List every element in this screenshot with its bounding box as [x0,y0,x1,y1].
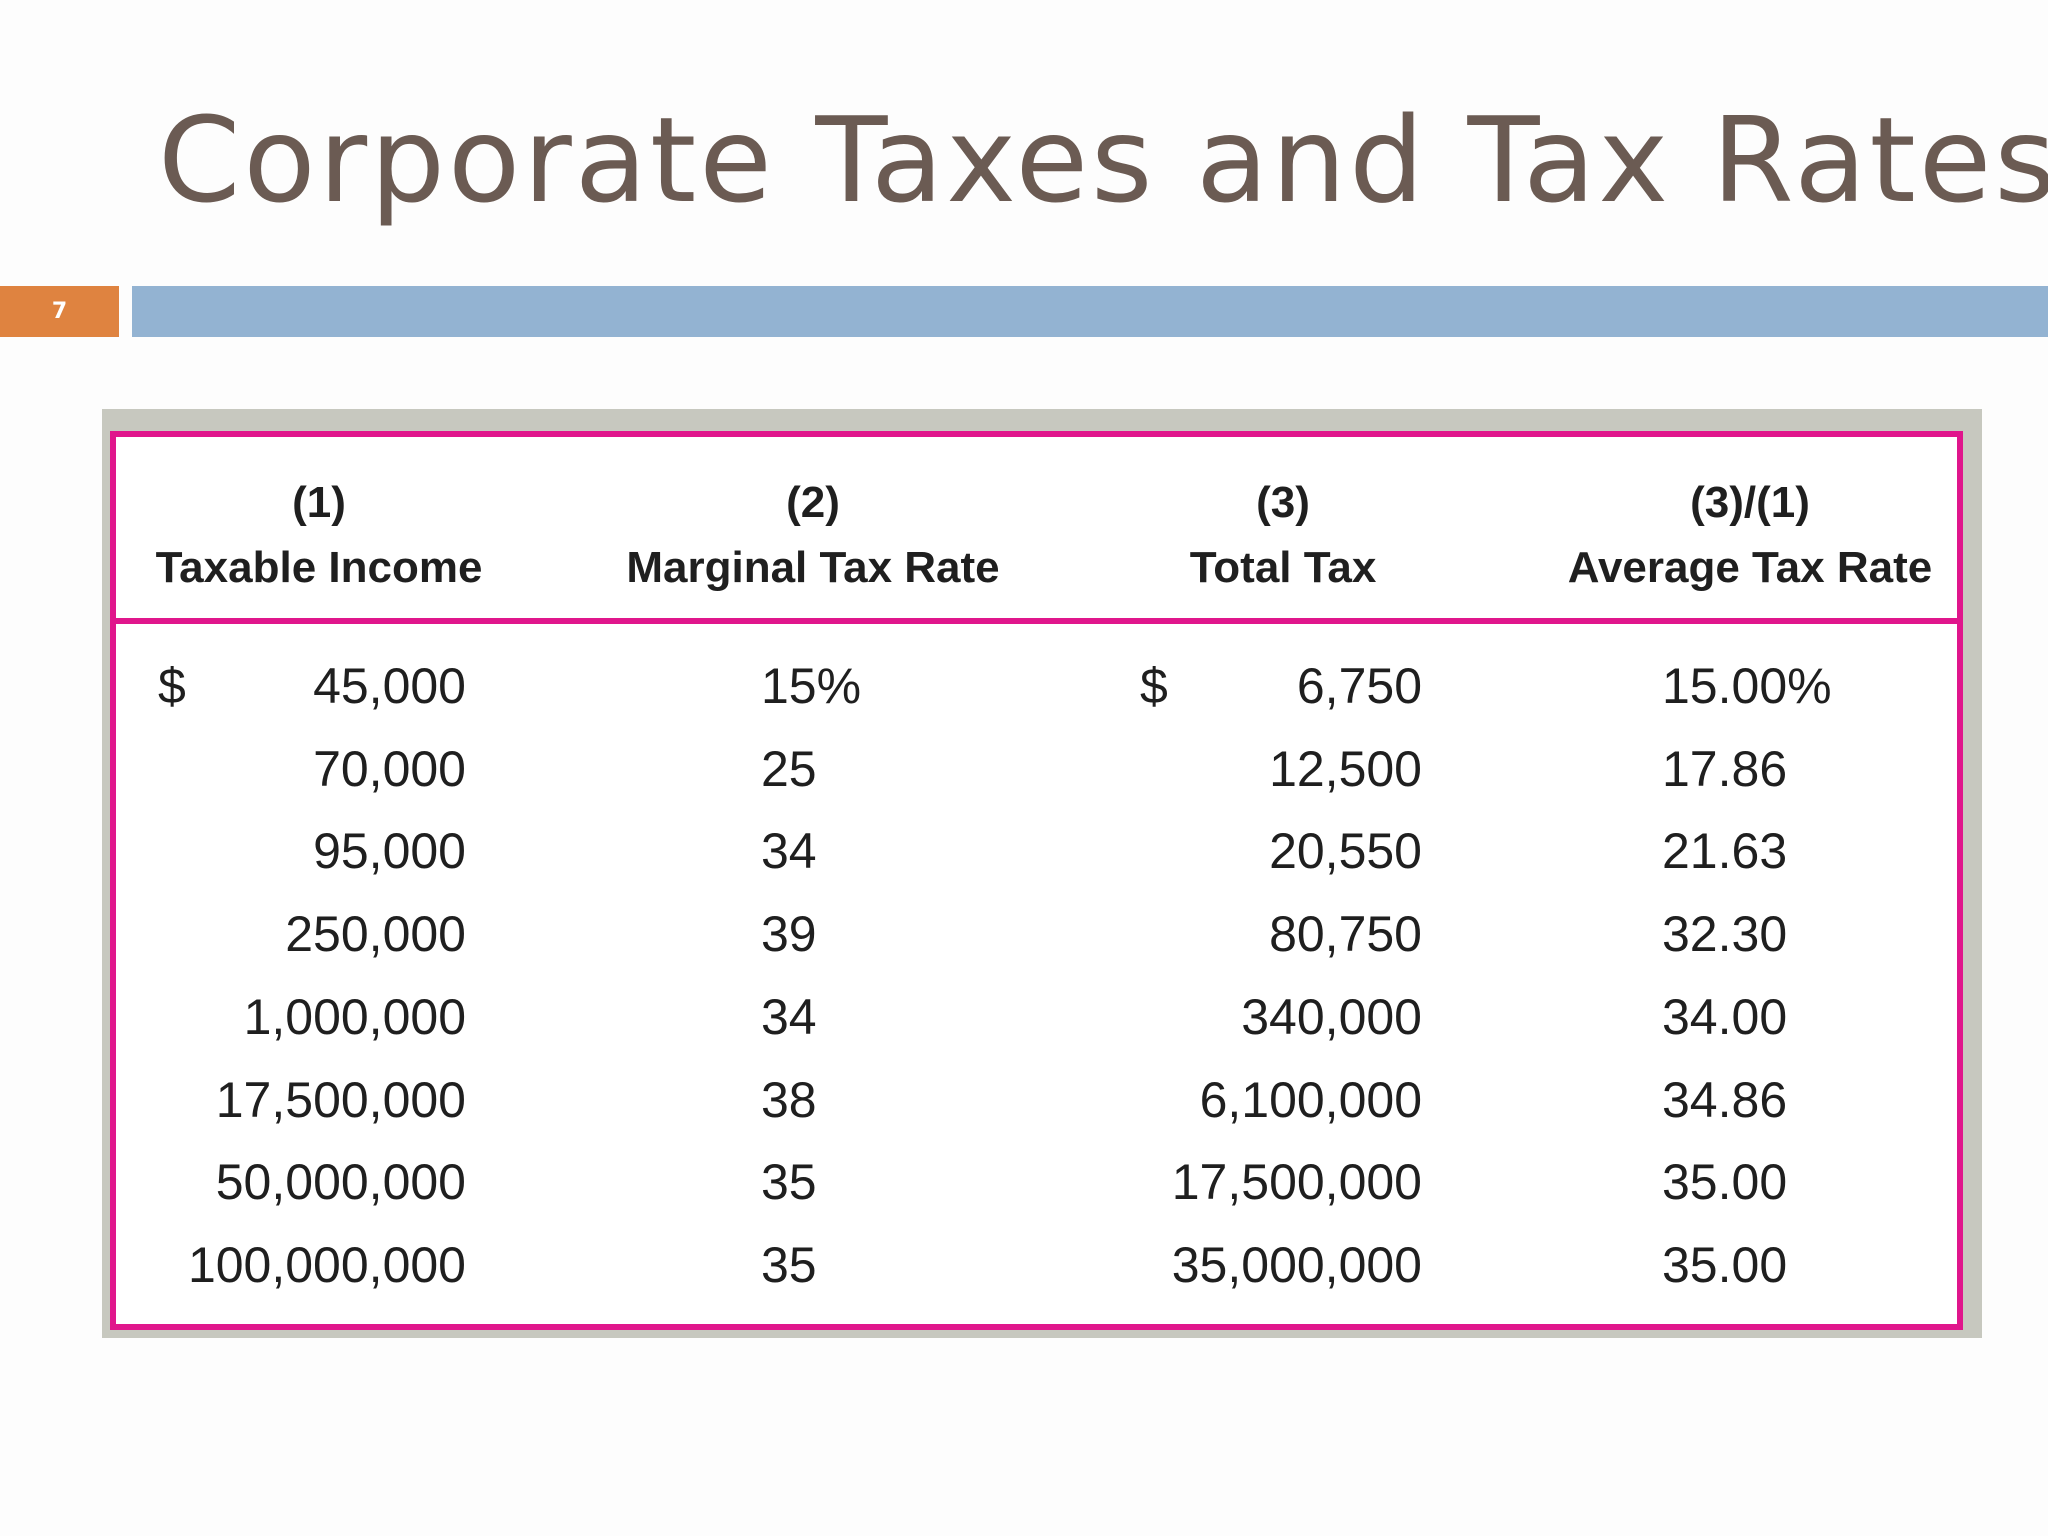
currency-symbol: $ [1140,658,1168,714]
slide-title: Corporate Taxes and Tax Rates [158,91,2048,229]
cell-taxable-income: 45,000 [313,658,466,714]
column-number-taxable-income: (1) [292,478,346,527]
cell-average-tax-rate: 34.00 [1662,988,1788,1045]
column-header-taxable-income: Taxable Income [155,543,483,592]
cell-total-tax: 35,000,000 [1171,1236,1422,1293]
cell-taxable-income: 17,500,000 [215,1071,466,1128]
cell-average-tax-rate: 17.86 [1662,740,1788,797]
cell-total-tax: 12,500 [1269,740,1422,797]
cell-taxable-income: 70,000 [313,740,466,797]
cell-average-tax-rate: 35.00 [1662,1236,1788,1293]
cell-marginal-tax-rate: 15% [761,658,862,714]
cell-marginal-tax-rate: 25 [761,740,817,797]
cell-total-tax: 80,750 [1269,906,1422,963]
column-number-average-tax-rate: (3)/(1) [1690,478,1810,527]
cell-average-tax-rate: 15.00% [1662,658,1832,714]
cell-taxable-income: 50,000,000 [215,1154,466,1211]
cell-marginal-tax-rate: 35 [761,1236,817,1293]
tax-rate-table: (1) Taxable Income (2) Marginal Tax Rate (3)… [110,431,1963,1330]
column-header-total-tax: Total Tax [1189,543,1377,592]
cell-total-tax: 340,000 [1241,988,1422,1045]
cell-average-tax-rate: 35.00 [1662,1154,1788,1211]
cell-marginal-tax-rate: 38 [761,1071,817,1128]
cell-total-tax: 6,750 [1296,658,1422,714]
cell-total-tax: 20,550 [1269,823,1422,880]
slide-number-badge: 7 [0,286,119,337]
cell-average-tax-rate: 21.63 [1662,823,1788,880]
currency-symbol: $ [158,658,186,714]
cell-average-tax-rate: 32.30 [1662,906,1788,963]
column-number-total-tax: (3) [1256,478,1310,527]
cell-marginal-tax-rate: 34 [761,988,817,1045]
cell-taxable-income: 100,000,000 [187,1236,466,1293]
cell-taxable-income: 1,000,000 [243,988,466,1045]
accent-bar [132,286,2048,337]
column-header-average-tax-rate: Average Tax Rate [1567,543,1933,592]
cell-marginal-tax-rate: 35 [761,1154,817,1211]
cell-average-tax-rate: 34.86 [1662,1071,1788,1128]
cell-total-tax: 17,500,000 [1171,1154,1422,1211]
column-number-marginal-tax-rate: (2) [786,478,840,527]
cell-taxable-income: 95,000 [313,823,466,880]
cell-taxable-income: 250,000 [285,906,466,963]
cell-marginal-tax-rate: 34 [761,823,817,880]
cell-marginal-tax-rate: 39 [761,906,817,963]
header-divider [116,618,1957,624]
column-header-marginal-tax-rate: Marginal Tax Rate [626,543,1000,592]
cell-total-tax: 6,100,000 [1199,1071,1422,1128]
